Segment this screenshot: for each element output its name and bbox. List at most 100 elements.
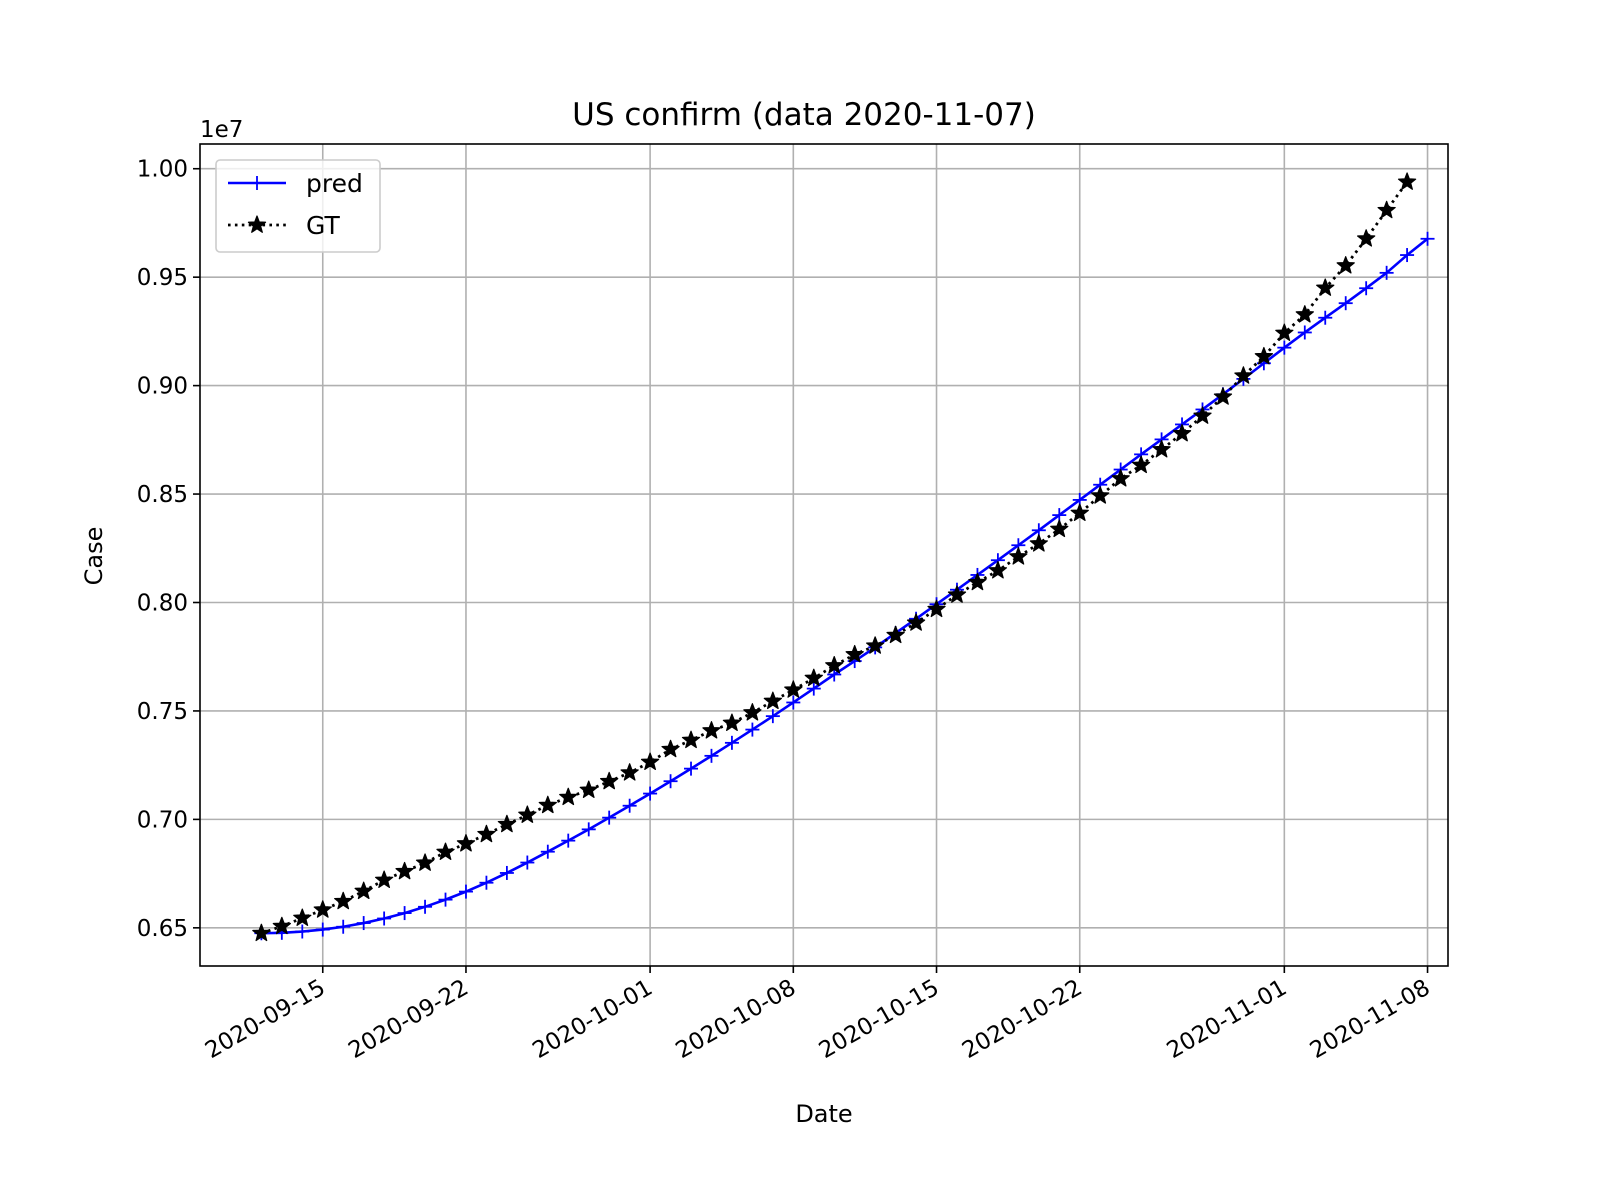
- data-point-gt: [1131, 455, 1151, 474]
- data-point-pred: [418, 899, 433, 914]
- data-point-pred: [1338, 296, 1353, 311]
- y-tick-label: 0.85: [137, 482, 188, 508]
- data-point-gt: [763, 691, 783, 710]
- data-point-gt: [374, 870, 394, 888]
- data-point-pred: [684, 761, 699, 776]
- data-point-gt: [845, 644, 864, 663]
- data-point-gt: [1275, 323, 1294, 342]
- data-point-pred: [1277, 340, 1292, 355]
- data-point-gt: [1050, 519, 1069, 538]
- data-point-gt: [1193, 406, 1212, 424]
- data-point-pred: [622, 798, 637, 813]
- data-point-pred: [295, 924, 310, 939]
- data-point-gt: [825, 656, 844, 674]
- data-point-pred: [315, 922, 330, 937]
- y-tick-label: 0.75: [137, 699, 188, 725]
- data-point-gt: [620, 763, 639, 781]
- y-tick-label: 0.95: [137, 265, 188, 291]
- data-point-gt: [272, 916, 291, 935]
- data-point-gt: [497, 814, 517, 833]
- legend-item-gt: GT: [228, 211, 340, 240]
- data-point-pred: [643, 786, 658, 801]
- data-point-gt: [415, 853, 435, 871]
- data-point-gt: [1357, 229, 1376, 247]
- data-point-gt: [640, 752, 660, 771]
- data-point-pred: [581, 822, 596, 837]
- y-tick-label: 0.70: [137, 807, 188, 833]
- data-point-pred: [602, 810, 617, 825]
- legend-marker-pred: [250, 176, 264, 190]
- data-point-gt: [456, 834, 476, 852]
- data-point-gt: [968, 572, 987, 591]
- chart-title: US confirm (data 2020-11-07): [572, 97, 1036, 133]
- data-point-gt: [722, 713, 742, 731]
- data-point-pred: [1379, 265, 1394, 280]
- data-point-gt: [1316, 278, 1335, 296]
- data-point-pred: [663, 774, 678, 789]
- plot-frame: [199, 143, 1449, 967]
- data-point-pred: [786, 695, 801, 710]
- data-point-gt: [293, 908, 312, 926]
- data-point-pred: [806, 681, 821, 696]
- data-point-gt: [579, 780, 598, 798]
- data-point-gt: [1234, 366, 1253, 384]
- data-point-pred: [520, 855, 535, 870]
- data-point-pred: [1318, 310, 1333, 325]
- data-point-gt: [886, 625, 905, 644]
- data-point-gt: [661, 739, 680, 758]
- y-tick-label: 1.00: [137, 157, 188, 183]
- data-point-pred: [1359, 281, 1374, 296]
- y-tick-label: 0.80: [137, 590, 188, 616]
- plot-area: [252, 172, 1435, 942]
- data-point-gt: [1254, 346, 1274, 365]
- data-point-gt: [1111, 469, 1130, 487]
- data-point-gt: [927, 599, 946, 618]
- data-point-pred: [356, 916, 371, 931]
- data-point-gt: [1213, 387, 1233, 405]
- data-point-pred: [479, 875, 494, 890]
- data-point-gt: [702, 721, 721, 739]
- data-point-gt: [600, 771, 619, 790]
- data-point-gt: [1377, 200, 1396, 219]
- legend-label-gt: GT: [306, 211, 340, 240]
- y-tick-label: 0.65: [137, 916, 188, 942]
- data-point-gt: [538, 795, 557, 814]
- legend-marker-gt: [247, 215, 267, 233]
- data-point-gt: [334, 891, 353, 910]
- data-point-gt: [1295, 305, 1314, 323]
- legend: pred GT: [215, 159, 381, 253]
- data-point-gt: [1172, 423, 1192, 442]
- data-point-pred: [745, 722, 760, 737]
- data-point-pred: [561, 833, 576, 848]
- legend-label-pred: pred: [306, 169, 363, 198]
- data-point-pred: [765, 709, 780, 724]
- data-point-gt: [804, 668, 823, 687]
- data-point-pred: [397, 906, 412, 921]
- data-point-gt: [906, 613, 926, 631]
- data-point-gt: [252, 923, 271, 942]
- data-point-gt: [988, 561, 1008, 579]
- data-point-gt: [477, 824, 496, 843]
- data-point-pred: [499, 865, 514, 880]
- data-point-pred: [1420, 231, 1435, 246]
- data-point-gt: [559, 787, 578, 806]
- data-point-pred: [724, 735, 739, 750]
- y-axis: 0.65 0.70 0.75 0.80 0.85 0.90 0.95 1.00: [137, 157, 200, 942]
- data-point-pred: [377, 911, 392, 926]
- y-tick-label: 0.90: [137, 374, 188, 400]
- data-point-pred: [540, 844, 555, 859]
- data-point-gt: [865, 636, 885, 654]
- y-axis-label: Case: [80, 527, 108, 586]
- data-point-pred: [704, 748, 719, 763]
- data-point-gt: [1397, 172, 1417, 190]
- data-point-gt: [313, 900, 332, 918]
- data-point-pred: [1400, 248, 1415, 263]
- series-markers-gt: [252, 172, 1417, 942]
- y-offset-label: 1e7: [200, 117, 243, 143]
- grid-lines: [200, 144, 1448, 966]
- data-point-gt: [1009, 547, 1028, 565]
- data-point-gt: [784, 680, 803, 698]
- x-axis-label: Date: [795, 1100, 852, 1128]
- data-point-gt: [681, 730, 701, 749]
